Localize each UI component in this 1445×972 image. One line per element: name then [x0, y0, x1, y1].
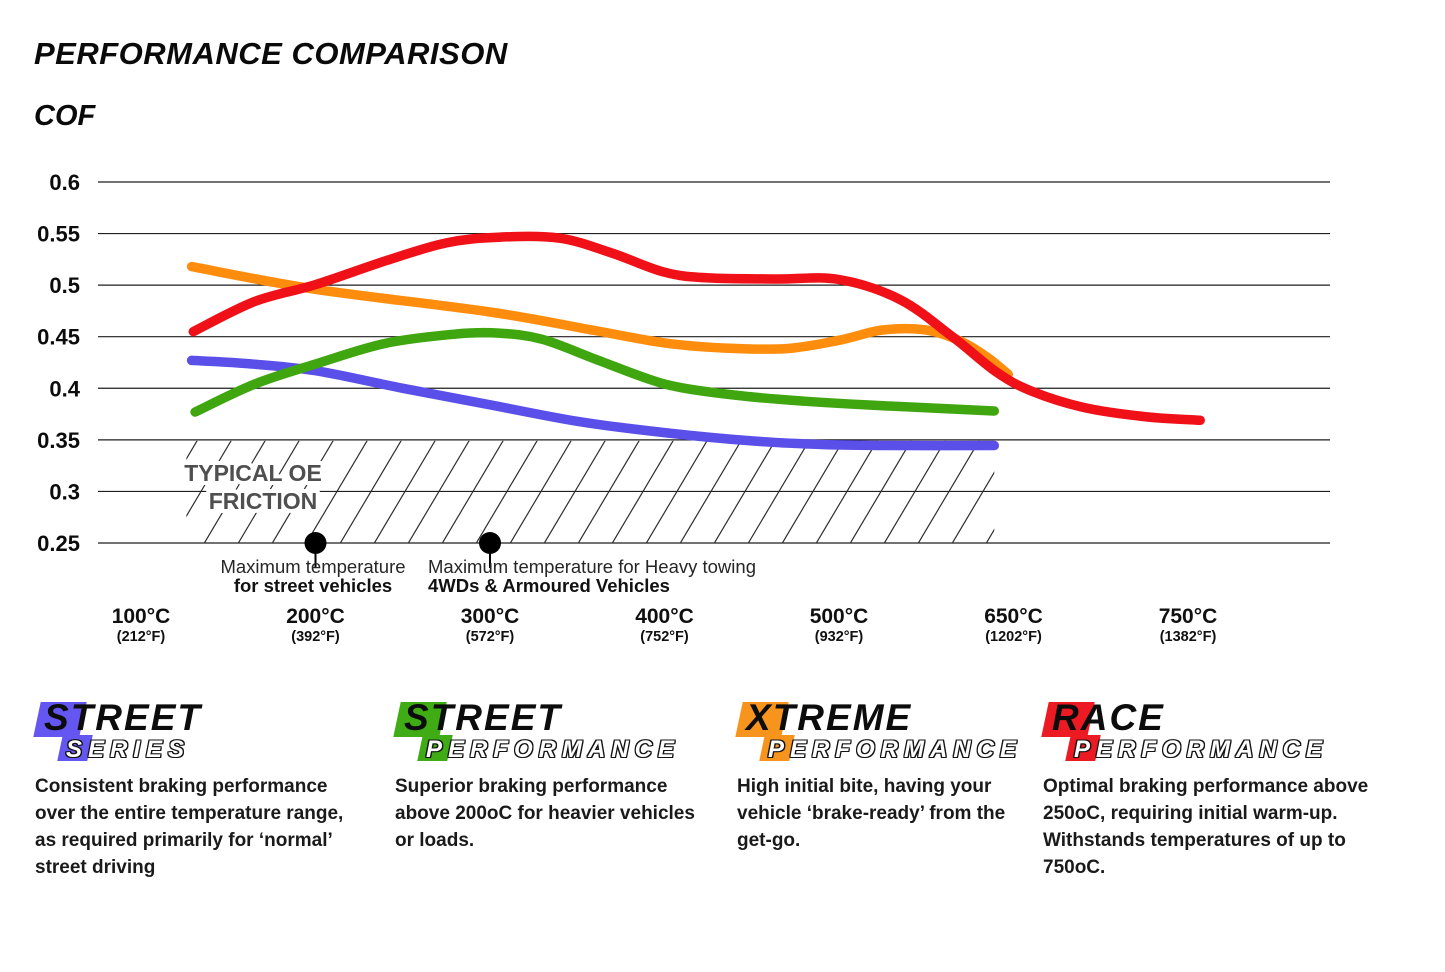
x-tick-fahrenheit: (1202°F) [985, 629, 1042, 646]
y-tick-label: 0.4 [49, 376, 80, 401]
logo-line2: PERFORMANCE [768, 736, 1023, 763]
x-tick-fahrenheit: (932°F) [814, 629, 864, 646]
hatch-line [186, 440, 198, 460]
hatch-line [339, 440, 402, 543]
y-tick-label: 0.35 [37, 428, 80, 453]
hatch-line [543, 440, 606, 543]
x-tick-fahrenheit: (212°F) [116, 629, 166, 646]
oe-friction-band [186, 440, 995, 543]
hatch-line [849, 440, 912, 543]
x-tick-fahrenheit: (752°F) [640, 629, 689, 646]
x-tick-label: 650°C (1202°F) [944, 605, 1084, 646]
x-tick-fahrenheit: (1382°F) [1159, 629, 1217, 646]
hatch-line [577, 440, 640, 543]
oe-band-label-line1: TYPICAL OE [184, 460, 322, 486]
annotation-max-temp-towing: Maximum temperature for Heavy towing 4WD… [428, 557, 788, 595]
logo-line1: STREET [44, 697, 202, 738]
x-tick-label: 300°C (572°F) [420, 605, 560, 646]
logo-line1: RACE [1052, 697, 1165, 738]
annotation-line1: Maximum temperature [220, 556, 406, 577]
logo-line2: PERFORMANCE [1074, 736, 1329, 763]
x-tick-label: 500°C (932°F) [769, 605, 909, 646]
hatch-line [917, 440, 980, 543]
x-tick-celsius: 100°C [111, 605, 171, 628]
hatch-line [679, 440, 742, 543]
x-tick-celsius: 300°C [460, 605, 520, 628]
y-tick-label: 0.55 [37, 222, 80, 247]
legend-description: Optimal braking performance above 250oC,… [1043, 776, 1369, 878]
y-tick-label: 0.45 [37, 325, 80, 350]
hatch-line [373, 440, 436, 543]
curve-race-performance [188, 231, 1205, 426]
marker-dot [304, 531, 327, 554]
annotation-line1: Maximum temperature for Heavy towing [428, 556, 756, 577]
x-tick-celsius: 650°C [984, 605, 1043, 628]
y-tick-label: 0.3 [49, 479, 80, 504]
legend-xtreme-performance: XTREME PERFORMANCE High initial bite, ha… [735, 697, 1017, 855]
annotation-max-temp-street: Maximum temperature for street vehicles [163, 557, 463, 595]
legend-race-performance: RACE PERFORMANCE Optimal braking perform… [1041, 697, 1378, 882]
x-tick-celsius: 200°C [286, 605, 345, 628]
hatch-line [237, 440, 300, 543]
hatch-line [781, 440, 844, 543]
legend-description: High initial bite, having your vehicle ‘… [737, 776, 1006, 851]
hatch-line [645, 440, 708, 543]
hatch-line [203, 440, 266, 543]
x-tick-fahrenheit: (572°F) [465, 629, 515, 646]
curve-street-performance [190, 327, 1000, 417]
hatch-line [815, 440, 878, 543]
xtreme-performance-logo: XTREME PERFORMANCE [735, 697, 1017, 764]
x-tick-label: 750°C (1382°F) [1118, 605, 1258, 646]
logo-line1: XTREME [746, 697, 913, 738]
annotation-line2: for street vehicles [233, 575, 393, 596]
hatch-line [611, 440, 674, 543]
logo-line2: PERFORMANCE [426, 736, 681, 763]
hatch-line [186, 440, 232, 518]
hatch-line [305, 440, 368, 543]
y-tick-label: 0.25 [37, 531, 80, 556]
legend-street-performance: STREET PERFORMANCE Superior braking perf… [393, 697, 713, 855]
x-tick-label: 100°C (212°F) [71, 605, 211, 646]
logo-line1: STREET [404, 697, 562, 738]
x-tick-celsius: 400°C [635, 605, 694, 628]
marker-dot [479, 531, 501, 554]
oe-band-label-line2: FRICTION [209, 488, 318, 514]
annotation-line2: 4WDs & Armoured Vehicles [428, 575, 670, 596]
street-series-logo: STREET SERIES [33, 697, 365, 764]
y-tick-label: 0.5 [49, 273, 80, 298]
race-performance-logo: RACE PERFORMANCE [1041, 697, 1378, 764]
street-performance-logo: STREET PERFORMANCE [393, 697, 713, 764]
x-tick-fahrenheit: (392°F) [291, 629, 340, 646]
x-axis-labels: 100°C (212°F) 200°C (392°F) 300°C (572°F) 400°… [0, 605, 1445, 660]
hatch-line [407, 440, 470, 543]
page-title: PERFORMANCE COMPARISON [34, 36, 508, 71]
hatch-line [713, 440, 776, 543]
hatch-line [747, 440, 810, 543]
x-tick-label: 200°C (392°F) [246, 605, 386, 646]
hatch-line [475, 440, 538, 543]
legend-description: Superior braking performance above 200oC… [395, 776, 695, 851]
hatch-line [883, 440, 946, 543]
logo-line2: SERIES [66, 736, 191, 763]
x-tick-celsius: 750°C [1158, 605, 1218, 628]
performance-chart: 0.6 0.55 0.5 0.45 0.4 0.35 0.3 0.25 TYPICAL OEFR… [37, 170, 1330, 568]
x-tick-celsius: 500°C [809, 605, 869, 628]
x-tick-label: 400°C (752°F) [595, 605, 735, 646]
hatch-line [441, 440, 504, 543]
hatch-line [271, 440, 334, 543]
legend-description: Consistent braking performance over the … [35, 776, 344, 878]
y-tick-label: 0.6 [49, 170, 80, 195]
hatch-line [951, 471, 995, 543]
legend-street-series: STREET SERIES Consistent braking perform… [33, 697, 365, 882]
hatch-line [509, 440, 572, 543]
y-axis-title: COF [34, 100, 96, 132]
